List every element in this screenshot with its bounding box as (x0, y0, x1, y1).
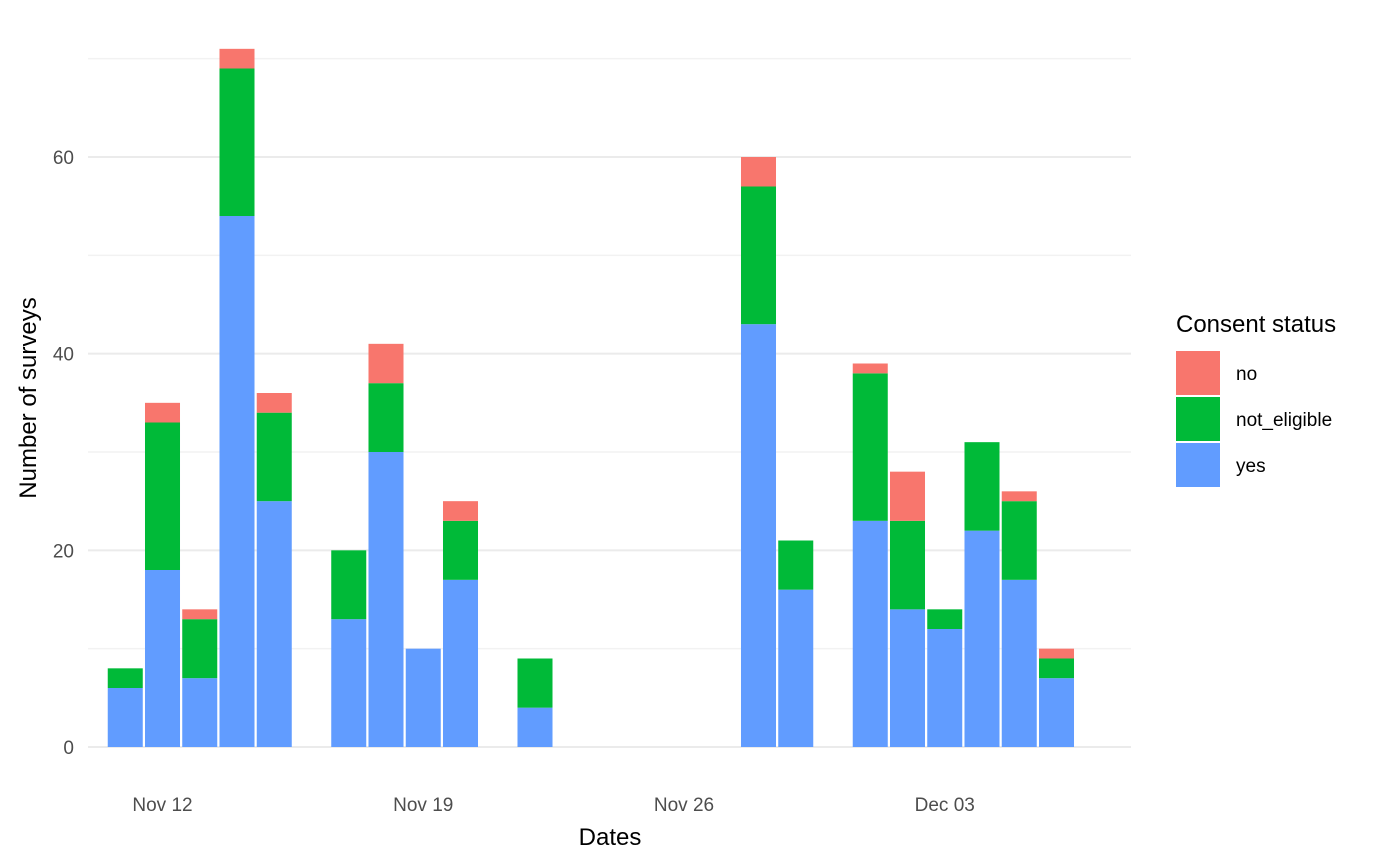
bar-segment-yes (927, 629, 963, 747)
y-tick-label: 40 (53, 345, 74, 366)
y-tick-label: 0 (63, 738, 74, 759)
x-tick-label: Nov 19 (393, 795, 453, 816)
y-axis-title: Number of surveys (15, 297, 42, 498)
legend-label: no (1236, 364, 1257, 385)
legend-label: not_eligible (1236, 410, 1332, 431)
bar-segment-no (442, 501, 479, 521)
bar-segment-yes (182, 678, 218, 747)
bar-segment-not-eligible (368, 383, 404, 452)
bar-segment-yes (517, 707, 553, 747)
bar-segment-yes (405, 648, 441, 747)
bar-segment-not-eligible (442, 520, 479, 580)
bar-segment-yes (107, 688, 143, 747)
bar-segment-not-eligible (107, 668, 143, 688)
bar-segment-not-eligible (889, 520, 926, 610)
bar-segment-yes (256, 501, 292, 747)
bar-segment-no (256, 393, 292, 413)
bar-segment-yes (331, 619, 367, 747)
bar-segment-no (852, 363, 888, 374)
bar-segment-no (740, 157, 777, 187)
legend-label: yes (1236, 456, 1266, 477)
legend-swatch-yes (1176, 443, 1220, 487)
bar-segment-yes (964, 530, 1000, 747)
bar-segment-not-eligible (517, 658, 553, 708)
bar-segment-no (1001, 491, 1037, 502)
bar-segment-not-eligible (852, 373, 888, 521)
bar-segment-not-eligible (778, 540, 814, 590)
bar-segment-not-eligible (256, 412, 292, 502)
bar-segment-no (889, 471, 926, 521)
bar-segment-no (219, 48, 255, 69)
bar-segment-not-eligible (964, 442, 1000, 531)
y-tick-label: 60 (53, 148, 74, 169)
legend-swatch-not-eligible (1176, 397, 1220, 441)
bar-segment-yes (442, 579, 479, 747)
x-tick-label: Dec 03 (915, 795, 975, 816)
bars (107, 48, 1075, 747)
bar-segment-yes (889, 609, 926, 747)
bar-segment-yes (144, 570, 181, 747)
bar-segment-yes (1038, 678, 1075, 747)
bar-segment-not-eligible (1001, 501, 1037, 580)
bar-segment-not-eligible (740, 186, 777, 325)
bar-segment-not-eligible (927, 609, 963, 629)
bar-segment-no (1038, 648, 1075, 659)
bar-segment-yes (219, 216, 255, 747)
bar-segment-no (144, 402, 181, 423)
bar-segment-no (182, 609, 218, 620)
legend-swatch-no (1176, 351, 1220, 395)
bar-segment-yes (1001, 579, 1037, 747)
x-tick-label: Nov 12 (132, 795, 192, 816)
x-axis-ticks: Nov 12 Nov 19 Nov 26 Dec 03 (132, 795, 974, 816)
x-axis-title: Dates (579, 824, 642, 851)
bar-segment-not-eligible (219, 68, 255, 216)
bar-segment-not-eligible (182, 619, 218, 679)
bar-segment-no (368, 343, 404, 384)
y-axis-ticks: 0 20 40 60 (53, 148, 74, 759)
bar-segment-yes (852, 520, 888, 747)
bar-segment-not-eligible (144, 422, 181, 570)
x-tick-label: Nov 26 (654, 795, 714, 816)
legend-title: Consent status (1176, 311, 1336, 338)
bar-segment-yes (740, 324, 777, 747)
bar-segment-not-eligible (331, 550, 367, 620)
bar-segment-yes (368, 452, 404, 747)
y-tick-label: 20 (53, 541, 74, 562)
bar-segment-yes (778, 589, 814, 747)
bar-segment-not-eligible (1038, 658, 1075, 679)
